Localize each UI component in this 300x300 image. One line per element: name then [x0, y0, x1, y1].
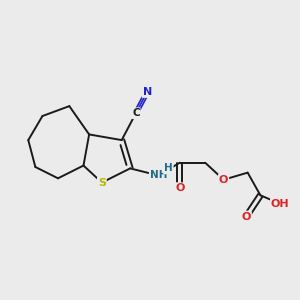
Text: H: H — [164, 164, 173, 173]
Text: C: C — [132, 108, 140, 118]
Text: OH: OH — [271, 199, 290, 209]
Text: O: O — [219, 175, 228, 185]
Text: S: S — [98, 178, 106, 188]
Text: O: O — [242, 212, 251, 221]
Text: NH: NH — [150, 170, 167, 181]
Text: O: O — [175, 183, 184, 193]
Text: N: N — [142, 87, 152, 97]
